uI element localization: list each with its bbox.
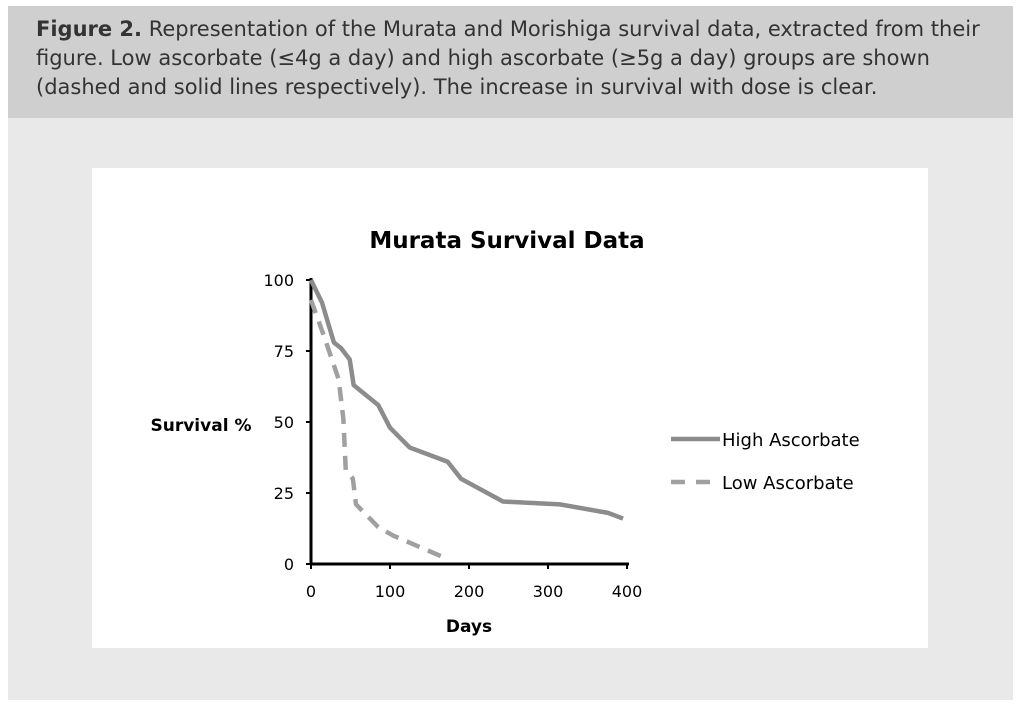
x-tick-label: 300 xyxy=(533,582,564,601)
caption-label: Figure 2. xyxy=(36,17,143,41)
y-tick-label: 0 xyxy=(284,555,294,574)
x-tick-label: 400 xyxy=(612,582,643,601)
x-tick-label: 100 xyxy=(375,582,406,601)
caption-text: Representation of the Murata and Morishi… xyxy=(36,17,980,99)
figure-caption: Figure 2. Representation of the Murata a… xyxy=(8,6,1013,118)
y-tick-label: 100 xyxy=(263,271,294,290)
series-line-high xyxy=(308,279,624,521)
y-tick-label: 50 xyxy=(274,413,294,432)
x-tick-label: 200 xyxy=(454,582,485,601)
x-tick-label: 0 xyxy=(306,582,316,601)
y-tick-label: 75 xyxy=(274,342,294,361)
y-tick-label: 25 xyxy=(274,484,294,503)
chart-title: Murata Survival Data xyxy=(369,228,644,254)
legend-label: High Ascorbate xyxy=(722,430,860,451)
x-axis-label: Days xyxy=(446,617,492,637)
legend-label: Low Ascorbate xyxy=(722,473,854,494)
y-axis-label: Survival % xyxy=(151,416,252,436)
chart-area xyxy=(92,168,928,648)
